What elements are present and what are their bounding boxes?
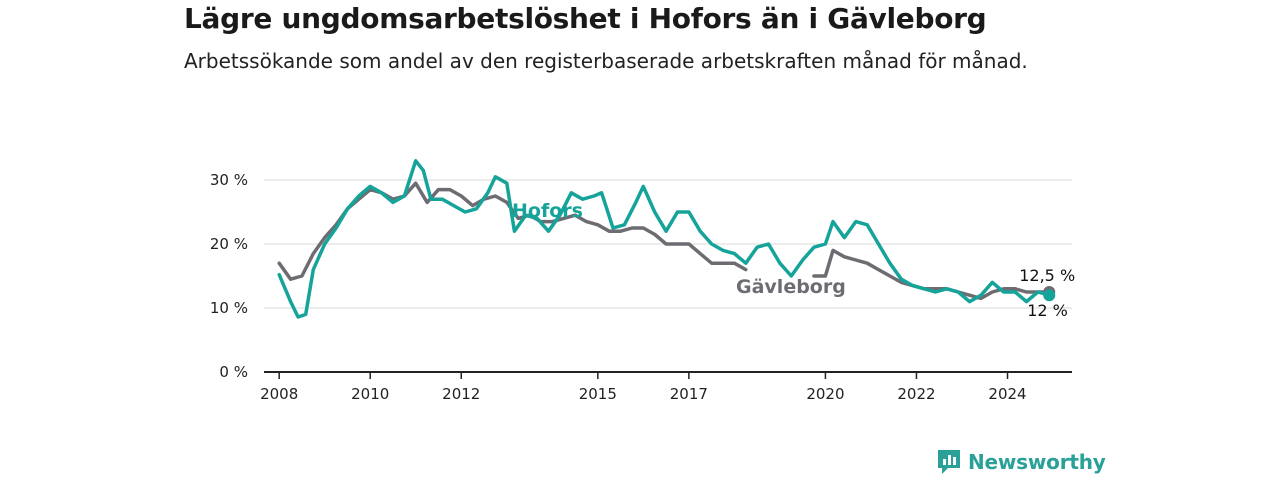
hofors-series-label: Hofors bbox=[512, 200, 583, 222]
series-labels: Hofors Gävleborg 12,5 % 12 % bbox=[512, 200, 1075, 320]
x-axis: 2008 2010 2012 2015 2017 2020 2022 2024 bbox=[260, 371, 1072, 403]
y-tick-label: 0 % bbox=[219, 363, 248, 381]
newsworthy-logo-icon bbox=[938, 450, 960, 474]
y-tick-label: 10 % bbox=[210, 299, 248, 317]
hofors-end-dot bbox=[1043, 289, 1056, 302]
x-tick-label: 2020 bbox=[806, 385, 844, 403]
hofors-line bbox=[277, 159, 1051, 319]
series-lines bbox=[277, 159, 1056, 319]
gavleborg-series-label: Gävleborg bbox=[736, 276, 846, 298]
brand: Newsworthy bbox=[936, 448, 1106, 476]
brand-name: Newsworthy bbox=[968, 450, 1106, 474]
chart-subtitle: Arbetssökande som andel av den registerb… bbox=[184, 49, 1028, 73]
chart-title: Lägre ungdomsarbetslöshet i Hofors än i … bbox=[184, 2, 987, 35]
x-tick-label: 2010 bbox=[351, 385, 389, 403]
x-tick-label: 2017 bbox=[670, 385, 708, 403]
x-tick-label: 2008 bbox=[260, 385, 298, 403]
y-axis-ticks: 0 % 10 % 20 % 30 % bbox=[210, 171, 248, 381]
x-tick-label: 2024 bbox=[988, 385, 1026, 403]
hofors-end-label: 12 % bbox=[1027, 301, 1068, 320]
x-tick-label: 2022 bbox=[897, 385, 935, 403]
y-tick-label: 30 % bbox=[210, 171, 248, 189]
x-tick-label: 2012 bbox=[442, 385, 480, 403]
y-tick-label: 20 % bbox=[210, 235, 248, 253]
gavleborg-end-label: 12,5 % bbox=[1019, 266, 1075, 285]
x-tick-label: 2015 bbox=[579, 385, 617, 403]
